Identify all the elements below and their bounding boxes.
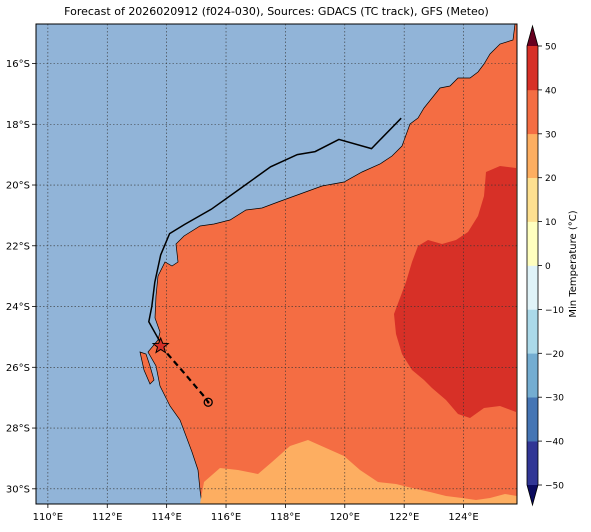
latitude-labels: 16°S 18°S 20°S 22°S 24°S 26°S 28°S 30°S bbox=[6, 59, 30, 495]
colorbar-band bbox=[527, 353, 538, 398]
lat-tick-label: 20°S bbox=[6, 181, 30, 192]
colorbar-tick-label: −10 bbox=[545, 306, 564, 316]
colorbar-under-arrow bbox=[527, 485, 538, 505]
colorbar-tick-label: 0 bbox=[545, 262, 551, 272]
colorbar-tick-label: 30 bbox=[545, 130, 557, 140]
colorbar-band bbox=[527, 309, 538, 354]
colorbar-band bbox=[527, 89, 538, 135]
tc-forecast-end-dot bbox=[206, 400, 210, 404]
colorbar-tick-label: −50 bbox=[545, 482, 564, 492]
colorbar-over-arrow bbox=[527, 26, 538, 46]
lat-tick-label: 22°S bbox=[6, 241, 30, 252]
lon-tick-label: 120°E bbox=[330, 512, 360, 523]
lat-tick-label: 26°S bbox=[6, 363, 30, 374]
axis-ticks bbox=[32, 63, 464, 508]
map-frame bbox=[35, 23, 518, 505]
land-cool-region bbox=[200, 440, 517, 504]
colorbar-ticks: 50 40 30 20 10 0 −10 −20 −30 −40 −50 bbox=[538, 43, 564, 492]
lat-tick-label: 18°S bbox=[6, 120, 30, 131]
colorbar-band bbox=[527, 441, 538, 486]
tc-current-position-star bbox=[151, 336, 170, 354]
lon-tick-label: 124°E bbox=[448, 512, 478, 523]
map-title: Forecast of 2026020912 (f024-030), Sourc… bbox=[64, 5, 489, 18]
lat-tick-label: 28°S bbox=[6, 424, 30, 435]
lat-tick-label: 16°S bbox=[6, 59, 30, 70]
lon-tick-label: 114°E bbox=[151, 512, 181, 523]
map-area bbox=[36, 24, 517, 504]
lat-tick-label: 24°S bbox=[6, 302, 30, 313]
tc-forecast-track bbox=[159, 345, 210, 403]
longitude-labels: 110°E 112°E 114°E 116°E 118°E 120°E 122°E 124°E bbox=[33, 512, 479, 523]
colorbar-tick-label: 50 bbox=[545, 43, 557, 53]
colorbar-band bbox=[527, 265, 538, 310]
lon-tick-label: 116°E bbox=[211, 512, 241, 523]
land-hot-region bbox=[394, 166, 516, 418]
colorbar-tick-label: 10 bbox=[545, 218, 557, 228]
lon-tick-label: 110°E bbox=[33, 512, 63, 523]
tc-past-track bbox=[148, 117, 402, 344]
land-mainland bbox=[147, 24, 517, 504]
colorbar-tick-label: 20 bbox=[545, 174, 557, 184]
colorbar-tick-label: 40 bbox=[545, 86, 557, 96]
lon-tick-label: 112°E bbox=[92, 512, 122, 523]
colorbar-band bbox=[527, 221, 538, 266]
lat-tick-label: 30°S bbox=[6, 484, 30, 495]
colorbar-band bbox=[527, 133, 538, 178]
gridlines bbox=[36, 24, 517, 504]
colorbar-tick-label: −20 bbox=[545, 350, 564, 360]
island-dirk-hartog bbox=[139, 351, 155, 385]
colorbar-tick-label: −40 bbox=[545, 438, 564, 448]
colorbar: 50 40 30 20 10 0 −10 −20 −30 −40 −50 Min Temperatu… bbox=[526, 24, 579, 507]
colorbar-band bbox=[527, 177, 538, 222]
colorbar-tick-label: −30 bbox=[545, 394, 564, 404]
colorbar-label: Min Temperature (°C) bbox=[568, 210, 579, 317]
colorbar-band bbox=[527, 46, 538, 91]
lon-tick-label: 118°E bbox=[270, 512, 300, 523]
lon-tick-label: 122°E bbox=[389, 512, 419, 523]
tc-forecast-end-marker bbox=[203, 397, 213, 407]
colorbar-bands bbox=[526, 24, 539, 507]
colorbar-band bbox=[527, 397, 538, 442]
